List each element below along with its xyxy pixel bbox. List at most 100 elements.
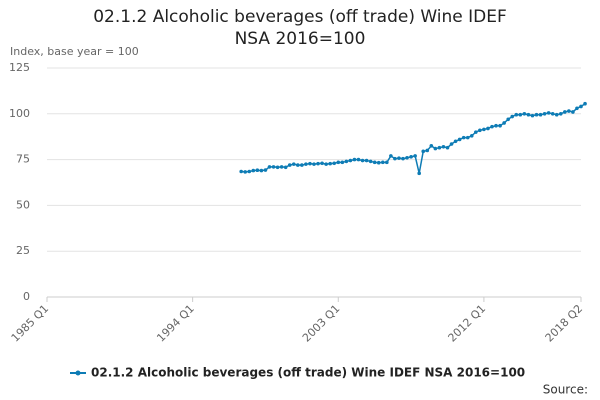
point [522,112,527,116]
point [583,101,587,106]
point [558,112,563,116]
point [340,160,345,165]
x-tick-label: 2012 Q1 [446,302,489,345]
point [287,163,292,167]
point [275,165,280,170]
x-tick-label: 1985 Q1 [9,302,52,345]
chart-title: 02.1.2 Alcoholic beverages (off trade) W… [93,7,507,49]
point [328,161,332,166]
y-tick-label: 50 [16,198,30,211]
point [348,158,353,163]
point [376,160,381,165]
point [259,168,264,173]
point [437,145,442,150]
point [344,159,349,164]
point [498,123,502,128]
point [486,126,490,131]
point [263,168,268,172]
point [304,162,308,166]
point [514,112,519,117]
point [482,127,486,132]
point [271,165,276,169]
point [469,133,474,138]
point [445,145,450,150]
point [255,168,260,173]
y-tick-label: 125 [9,61,30,74]
point [239,169,243,174]
point [393,156,397,161]
point [510,114,515,119]
point [421,149,426,154]
point [364,158,369,163]
point [397,156,401,160]
y-tick-label: 25 [16,244,30,257]
point [478,128,482,133]
y-tick-label: 0 [23,290,30,303]
point [356,157,361,162]
point [300,163,304,167]
point [465,135,470,140]
point [417,171,421,176]
y-axis-label: Index, base year = 100 [10,45,139,58]
point [554,112,559,117]
point [320,161,324,166]
point [490,124,494,129]
point [413,154,417,158]
x-tick-label: 1994 Q1 [154,302,197,345]
y-tick-label: 100 [9,107,30,120]
point [308,161,312,166]
point [409,155,413,159]
point [312,162,316,166]
point [546,111,551,115]
point [368,159,373,164]
point [405,155,409,160]
point [324,162,328,166]
point [267,165,272,169]
point [494,123,498,128]
point [433,146,438,151]
x-tick-label: 2003 Q1 [300,302,343,345]
legend-marker [75,370,81,376]
point [296,163,300,167]
x-tick-label: 2018 Q2 [543,302,586,345]
point [530,113,535,118]
point [538,112,543,117]
point [316,161,320,166]
point [506,117,510,122]
point [449,142,454,146]
point [453,139,458,144]
point [336,160,341,165]
point [526,112,531,117]
point [332,161,337,166]
point [474,130,478,134]
point [441,144,446,149]
point [291,162,296,166]
point [372,160,377,165]
point [429,144,434,148]
legend-label: 02.1.2 Alcoholic beverages (off trade) W… [91,366,525,380]
point [534,112,539,117]
point [542,112,547,116]
point [550,112,555,116]
point [563,110,567,114]
point [389,154,393,158]
y-tick-label: 75 [16,153,30,166]
point [247,169,252,174]
point [579,104,583,109]
point [571,110,575,114]
point [457,137,462,142]
point [567,109,571,113]
source: Source: [543,383,588,397]
point [575,106,579,111]
point [461,135,466,140]
point [502,121,506,125]
point [251,168,256,173]
point [279,165,284,169]
point [283,165,288,170]
point [425,148,430,153]
point [360,158,365,163]
point [352,157,357,162]
point [385,160,389,165]
